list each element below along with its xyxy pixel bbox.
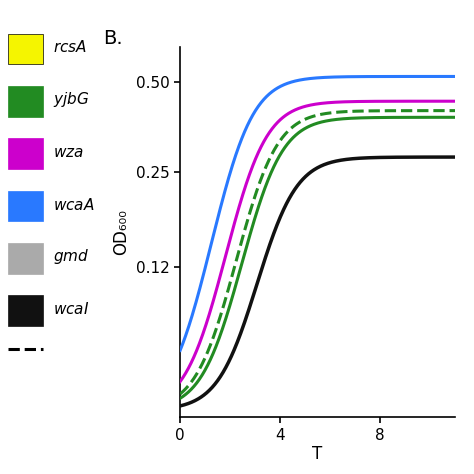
Text: B.: B.	[103, 29, 123, 48]
FancyBboxPatch shape	[8, 243, 44, 274]
Text: $\it{wza}$: $\it{wza}$	[53, 145, 84, 160]
FancyBboxPatch shape	[8, 34, 44, 64]
FancyBboxPatch shape	[8, 191, 44, 221]
Text: $\it{gmd}$: $\it{gmd}$	[53, 247, 90, 266]
FancyBboxPatch shape	[8, 295, 44, 326]
Text: $\it{wcaA}$: $\it{wcaA}$	[53, 197, 95, 212]
Text: $\it{wcaI}$: $\it{wcaI}$	[53, 301, 90, 317]
Text: $\it{rcsA}$: $\it{rcsA}$	[53, 39, 87, 55]
X-axis label: T: T	[312, 445, 323, 463]
Text: $\it{yjbG}$: $\it{yjbG}$	[53, 90, 90, 109]
FancyBboxPatch shape	[8, 138, 44, 169]
FancyBboxPatch shape	[8, 86, 44, 117]
Y-axis label: OD₆₀₀: OD₆₀₀	[112, 209, 130, 255]
